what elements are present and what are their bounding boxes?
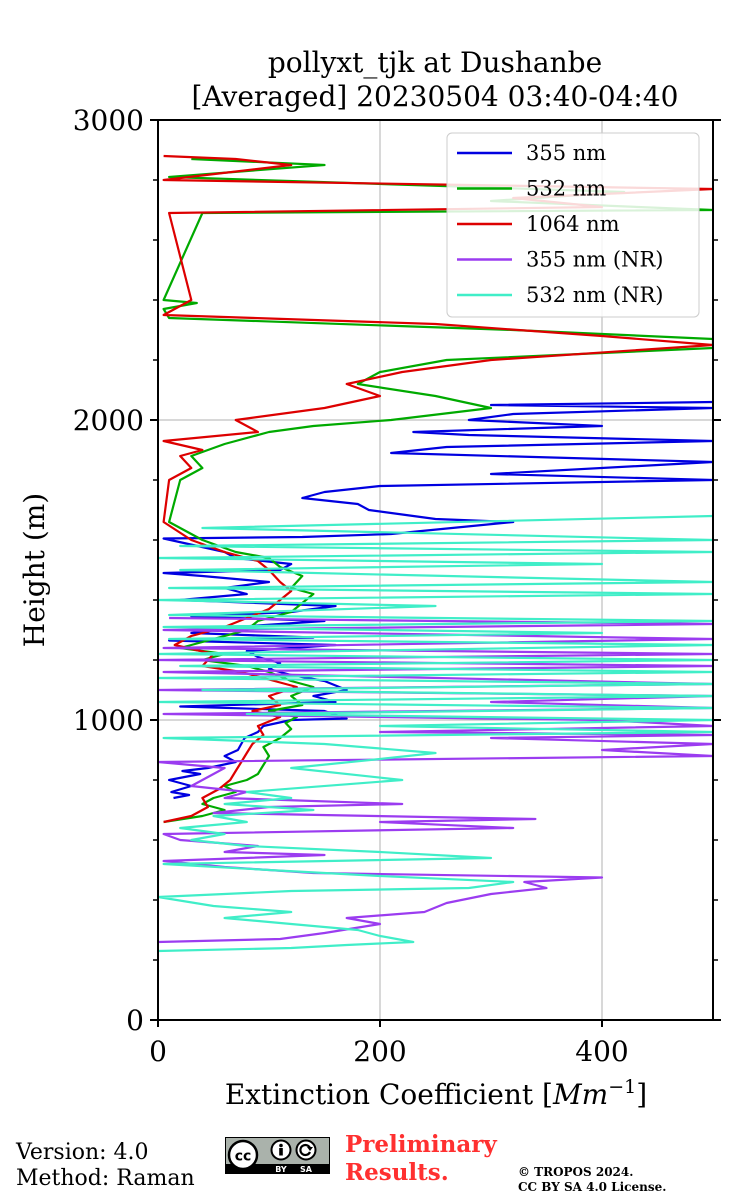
plot-frame (157, 119, 714, 1021)
version-text: Version: 4.0 (16, 1140, 149, 1165)
y-tick-label-2: 2000 (73, 404, 144, 437)
y-tick-label-3: 3000 (73, 104, 144, 137)
legend-label-2: 1064 nm (526, 212, 620, 236)
x-tick-label-0: 0 (149, 1035, 167, 1068)
copyright-line2: CC BY SA 4.0 License. (518, 1180, 667, 1194)
x-tick-label-1: 200 (353, 1035, 406, 1068)
method-text: Method: Raman (16, 1166, 195, 1191)
legend: 355 nm 532 nm 1064 nm 355 nm (NR) 532 nm (NR… (446, 132, 700, 318)
chart-title-line2: [Averaged] 20230504 03:40-04:40 (192, 80, 679, 113)
x-tick-label-2: 400 (575, 1035, 628, 1068)
preliminary-line1: Preliminary (345, 1131, 497, 1158)
series-line-355-nm (162, 400, 713, 800)
preliminary-results-note: Preliminary Results. (345, 1131, 497, 1187)
copyright-note: © TROPOS 2024. CC BY SA 4.0 License. (518, 1165, 666, 1195)
cc-by-sa-license-icon: cc BY SA (225, 1137, 330, 1174)
series-line-532-nm (162, 157, 713, 824)
series-line-532-nm-nr- (158, 514, 713, 953)
license-sa-label: SA (300, 1165, 313, 1174)
legend-label-4: 532 nm (NR) (526, 283, 663, 307)
license-by-label: BY (275, 1165, 287, 1174)
series-lines (158, 154, 713, 953)
chart-title-line1: pollyxt_tjk at Dushanbe (268, 46, 602, 79)
legend-label-3: 355 nm (NR) (526, 248, 663, 272)
y-tick-label-0: 0 (126, 1004, 144, 1037)
legend-label-1: 532 nm (526, 177, 606, 201)
copyright-line1: © TROPOS 2024. (518, 1165, 634, 1179)
chart: pollyxt_tjk at Dushanbe [Averaged] 20230… (18, 46, 721, 1111)
y-tick-label-1: 1000 (73, 704, 144, 737)
legend-box (446, 132, 700, 318)
legend-label-0: 355 nm (526, 141, 606, 165)
cc-icon (227, 1139, 259, 1171)
share-alike-icon (295, 1139, 317, 1161)
axis-ticks: 0 200 400 0 1000 2000 3000 (73, 104, 721, 1068)
preliminary-line2: Results. (345, 1159, 449, 1186)
x-axis-label: Extinction Coefficient [Mm−1] (225, 1076, 647, 1111)
svg-text:cc: cc (235, 1149, 252, 1165)
y-axis-label: Height (m) (18, 493, 51, 647)
